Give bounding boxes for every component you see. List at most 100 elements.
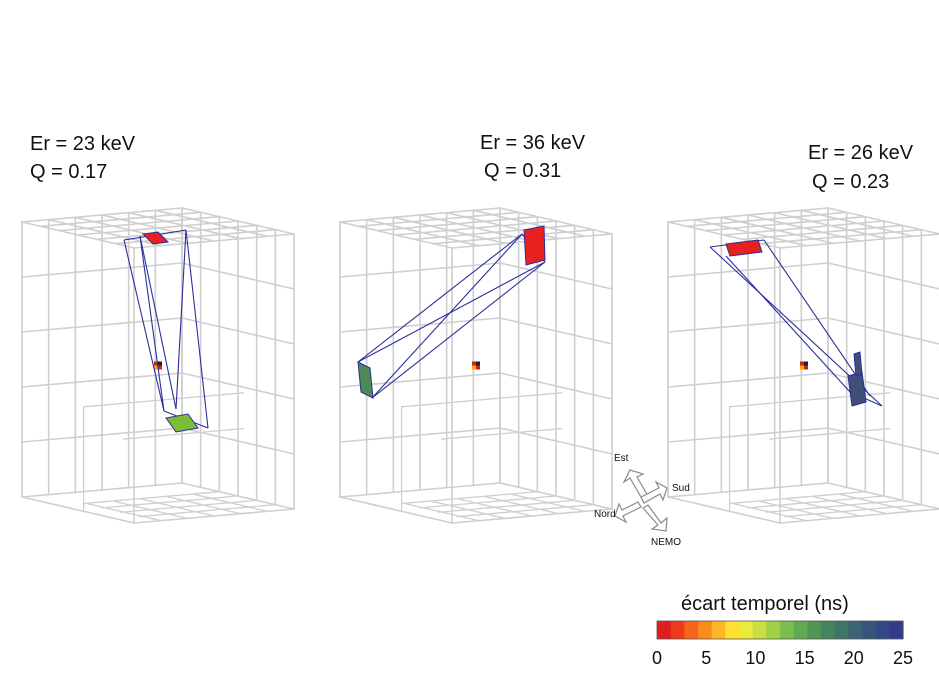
hit-cell — [847, 371, 867, 407]
grid-line — [339, 427, 501, 443]
grid-line — [138, 504, 276, 518]
source-marker — [476, 361, 480, 366]
track-edge — [357, 261, 546, 363]
grid-line — [95, 224, 258, 241]
grid-line — [21, 317, 183, 333]
track-3 — [709, 239, 883, 407]
grid-line — [728, 491, 866, 505]
grid-line — [82, 491, 220, 505]
source-marker — [154, 365, 158, 370]
source-marker — [158, 361, 162, 366]
grid-line — [667, 317, 829, 333]
colorbar-ticks: 0 5 10 15 20 25 — [652, 648, 913, 668]
grid-line — [827, 372, 939, 400]
colorbar-title: écart temporel (ns) — [681, 593, 849, 615]
grid-line — [419, 495, 557, 509]
track-edge — [725, 255, 851, 393]
grid-line — [114, 228, 277, 245]
source-marker — [472, 361, 476, 366]
grid-line — [766, 499, 904, 513]
source-marker — [158, 365, 162, 370]
colorbar-tick-label: 10 — [745, 648, 765, 668]
event-3-quenching: Q = 0.23 — [812, 171, 889, 193]
grid-line — [395, 220, 557, 236]
event-1-energy: Er = 23 keV — [30, 133, 136, 155]
grid-line — [58, 215, 221, 232]
colorbar-tick-label: 20 — [844, 648, 864, 668]
source-marker — [476, 365, 480, 370]
grid-line — [827, 317, 939, 345]
track-edge — [371, 261, 546, 399]
grid-line — [413, 224, 576, 241]
track-2 — [357, 225, 546, 399]
grid-line — [339, 496, 453, 524]
event-2-energy: Er = 36 keV — [480, 132, 586, 154]
source-marker — [800, 365, 804, 370]
colorbar-swatch — [739, 621, 754, 639]
colorbar-border — [656, 620, 904, 640]
grid-line — [376, 215, 539, 232]
grid-line — [82, 392, 245, 408]
hit-cell — [523, 225, 546, 266]
grid-line — [21, 262, 183, 278]
grid-line — [357, 211, 520, 228]
hit-cell — [165, 413, 199, 433]
compass: Est Sud Nord NEMO — [594, 453, 690, 548]
grid-line — [451, 508, 613, 524]
grid-line — [133, 508, 295, 524]
source-marker — [472, 365, 476, 370]
event-3-energy: Er = 26 keV — [808, 142, 914, 164]
colorbar-swatch — [875, 621, 890, 639]
compass-east-label: Est — [614, 453, 629, 464]
colorbar-tick-label: 15 — [795, 648, 815, 668]
grid-line — [499, 372, 613, 400]
grid-line — [499, 317, 613, 345]
grid-line — [133, 233, 295, 249]
colorbar-swatch — [793, 621, 808, 639]
colorbar-tick-label: 5 — [701, 648, 711, 668]
compass-north-label: Nord — [594, 509, 616, 520]
colorbar-swatch — [848, 621, 863, 639]
grid-line — [667, 427, 829, 443]
track-edge — [175, 229, 187, 410]
grid-line — [827, 262, 939, 290]
colorbar-swatch — [862, 621, 877, 639]
track-1 — [123, 229, 209, 433]
grid-line — [122, 427, 245, 440]
grid-line — [400, 491, 538, 505]
grid-line — [181, 262, 295, 290]
colorbar-swatch — [889, 621, 904, 639]
colorbar-tick-label: 0 — [652, 648, 662, 668]
grid-line — [784, 504, 922, 518]
source-marker — [804, 361, 808, 366]
colorbar-swatch — [698, 621, 713, 639]
grid-line — [101, 495, 239, 509]
grid-line — [667, 372, 829, 388]
compass-south-label: Sud — [672, 483, 690, 494]
grid-line — [667, 496, 781, 524]
grid-line — [499, 262, 613, 290]
track-edge — [357, 233, 523, 363]
grid-line — [339, 262, 501, 278]
compass-nemo-label: NEMO — [651, 537, 681, 548]
grid-line — [339, 482, 501, 498]
grid-line — [77, 220, 239, 236]
grid-line — [432, 228, 595, 245]
colorbar-swatch — [657, 621, 672, 639]
grid-line — [21, 496, 135, 524]
grid-line — [747, 495, 885, 509]
grid-line — [440, 427, 563, 440]
grid-line — [181, 372, 295, 400]
track-edge — [763, 239, 871, 397]
grid-line — [760, 228, 923, 245]
grid-line — [779, 233, 939, 249]
grid-line — [685, 211, 848, 228]
colorbar-swatch — [821, 621, 836, 639]
track-edge — [139, 235, 165, 412]
track-edge — [371, 233, 523, 399]
hit-cell — [725, 239, 763, 257]
grid-line — [704, 215, 867, 232]
grid-line — [667, 482, 829, 498]
colorbar-tick-label: 25 — [893, 648, 913, 668]
